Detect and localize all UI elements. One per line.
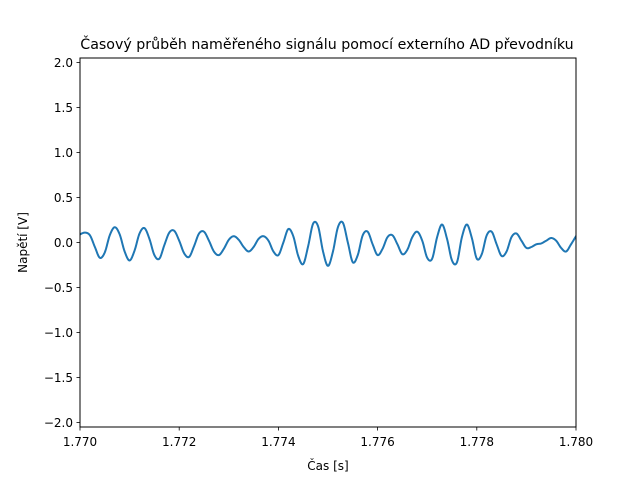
y-axis-label: Napětí [V] bbox=[16, 212, 30, 273]
y-tick-label: 0.0 bbox=[54, 236, 73, 250]
x-axis-ticks: 1.770 1.772 1.774 1.776 1.778 1.780 bbox=[63, 427, 593, 449]
plot-frame bbox=[79, 57, 577, 428]
x-tick-label: 1.778 bbox=[460, 435, 494, 449]
y-tick-label: −2.0 bbox=[44, 416, 73, 430]
y-tick-label: −1.0 bbox=[44, 326, 73, 340]
x-tick-label: 1.770 bbox=[63, 435, 97, 449]
x-tick-label: 1.780 bbox=[559, 435, 593, 449]
x-tick-label: 1.772 bbox=[162, 435, 196, 449]
y-tick-label: 0.5 bbox=[54, 191, 73, 205]
x-axis-label: Čas [s] bbox=[307, 458, 348, 473]
y-tick-label: 2.0 bbox=[54, 56, 73, 70]
y-tick-label: −1.5 bbox=[44, 371, 73, 385]
chart-title: Časový průběh naměřeného signálu pomocí … bbox=[80, 35, 573, 53]
y-tick-label: −0.5 bbox=[44, 281, 73, 295]
x-tick-label: 1.774 bbox=[261, 435, 295, 449]
y-axis-ticks: −2.0 −1.5 −1.0 −0.5 0.0 0.5 1.0 1.5 2.0 bbox=[44, 56, 80, 430]
signal-line bbox=[80, 220, 576, 267]
y-tick-label: 1.0 bbox=[54, 146, 73, 160]
y-tick-label: 1.5 bbox=[54, 101, 73, 115]
x-tick-label: 1.776 bbox=[360, 435, 394, 449]
